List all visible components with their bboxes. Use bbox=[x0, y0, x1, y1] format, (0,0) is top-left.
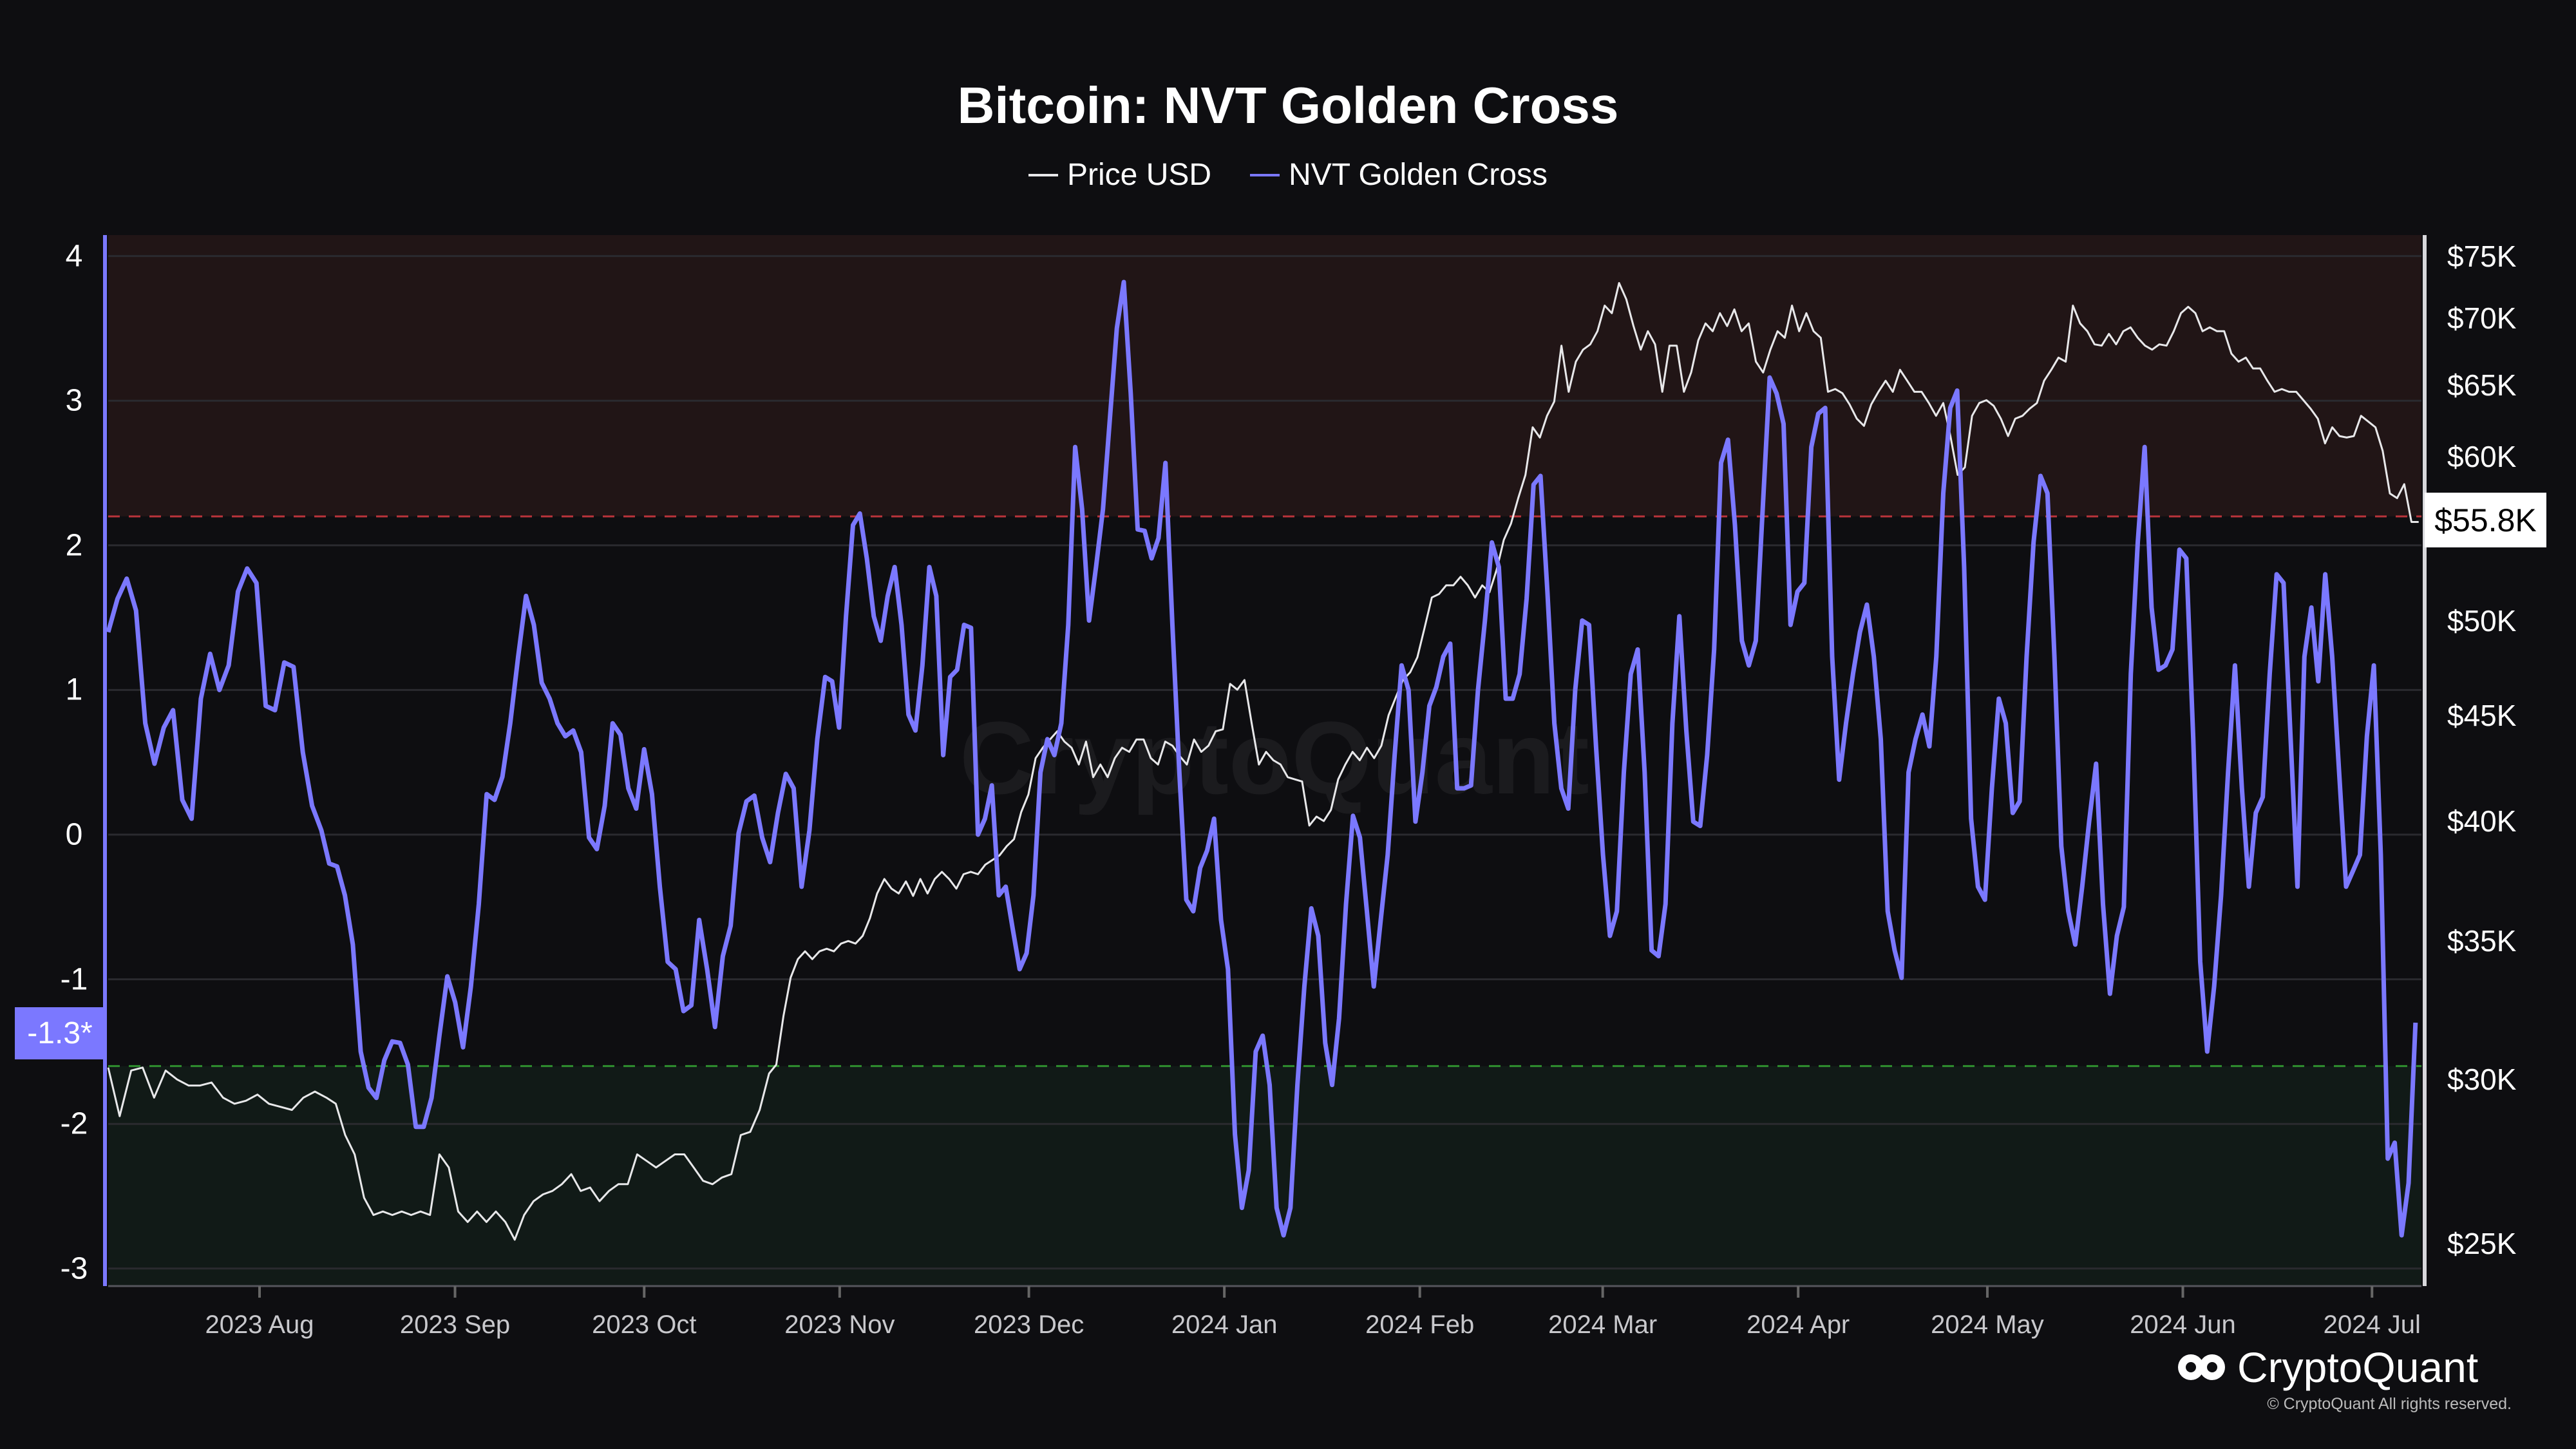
left-y-tick-label: -3 bbox=[60, 1251, 88, 1286]
x-tick-label: 2024 Mar bbox=[1548, 1311, 1658, 1339]
x-tick-label: 2023 Sep bbox=[399, 1311, 511, 1339]
right-y-tick-label: $75K bbox=[2447, 240, 2517, 273]
left-y-tick-label: -2 bbox=[60, 1106, 88, 1141]
right-y-tick-label: $50K bbox=[2447, 603, 2517, 638]
price-swatch-icon bbox=[1028, 173, 1058, 176]
x-tick-label: 2023 Nov bbox=[784, 1311, 895, 1339]
nvt-swatch-icon bbox=[1250, 173, 1280, 176]
brand-name: CryptoQuant bbox=[2237, 1343, 2479, 1391]
right-y-tick-label: $45K bbox=[2447, 698, 2517, 732]
copyright: © CryptoQuant All rights reserved. bbox=[2267, 1395, 2512, 1413]
x-tick-label: 2024 Feb bbox=[1365, 1311, 1475, 1339]
nvt-series-line bbox=[106, 279, 2418, 1238]
nvt-current-value-badge: -1.3* bbox=[15, 1007, 105, 1059]
right-y-tick-label: $60K bbox=[2447, 440, 2517, 474]
oversold-zone bbox=[108, 1066, 2421, 1286]
legend-label: NVT Golden Cross bbox=[1289, 158, 1548, 192]
price-series-line bbox=[107, 282, 2419, 1241]
x-tick-label: 2024 Apr bbox=[1747, 1311, 1850, 1339]
watermark: CryptoQuant bbox=[960, 700, 1589, 815]
left-y-tick-label: -1 bbox=[60, 962, 88, 997]
left-y-tick-label: 2 bbox=[65, 528, 83, 563]
price-current-value-badge: $55.8K bbox=[2425, 493, 2546, 547]
left-y-tick-label: 4 bbox=[65, 239, 83, 274]
x-tick-label: 2023 Aug bbox=[205, 1311, 314, 1339]
legend-item-nvt[interactable]: NVT Golden Cross bbox=[1250, 157, 1548, 193]
legend: Price USD NVT Golden Cross bbox=[0, 157, 2576, 193]
legend-label: Price USD bbox=[1067, 158, 1212, 192]
x-tick-label: 2024 Jul bbox=[2323, 1311, 2421, 1339]
brand-logo: CryptoQuant bbox=[2177, 1343, 2478, 1392]
legend-item-price[interactable]: Price USD bbox=[1028, 157, 1211, 193]
left-y-tick-label: 0 bbox=[65, 817, 83, 852]
x-tick-label: 2024 Jan bbox=[1171, 1311, 1278, 1339]
left-y-tick-label: 3 bbox=[65, 383, 83, 418]
right-y-tick-label: $25K bbox=[2447, 1226, 2517, 1260]
right-y-tick-label: $35K bbox=[2447, 924, 2517, 958]
left-y-tick-label: 1 bbox=[65, 672, 83, 707]
overbought-zone bbox=[108, 235, 2421, 516]
right-y-tick-label: $40K bbox=[2447, 804, 2517, 838]
x-tick-label: 2024 May bbox=[1931, 1311, 2044, 1339]
right-y-tick-label: $70K bbox=[2447, 301, 2517, 336]
cryptoquant-logo-icon bbox=[2178, 1354, 2225, 1380]
x-tick-label: 2024 Jun bbox=[2130, 1311, 2236, 1339]
chart-title: Bitcoin: NVT Golden Cross bbox=[957, 77, 1619, 134]
x-tick-label: 2023 Dec bbox=[973, 1311, 1084, 1339]
right-y-tick-label: $30K bbox=[2447, 1063, 2517, 1097]
right-y-tick-label: $65K bbox=[2447, 368, 2517, 402]
x-tick-label: 2023 Oct bbox=[592, 1311, 697, 1339]
